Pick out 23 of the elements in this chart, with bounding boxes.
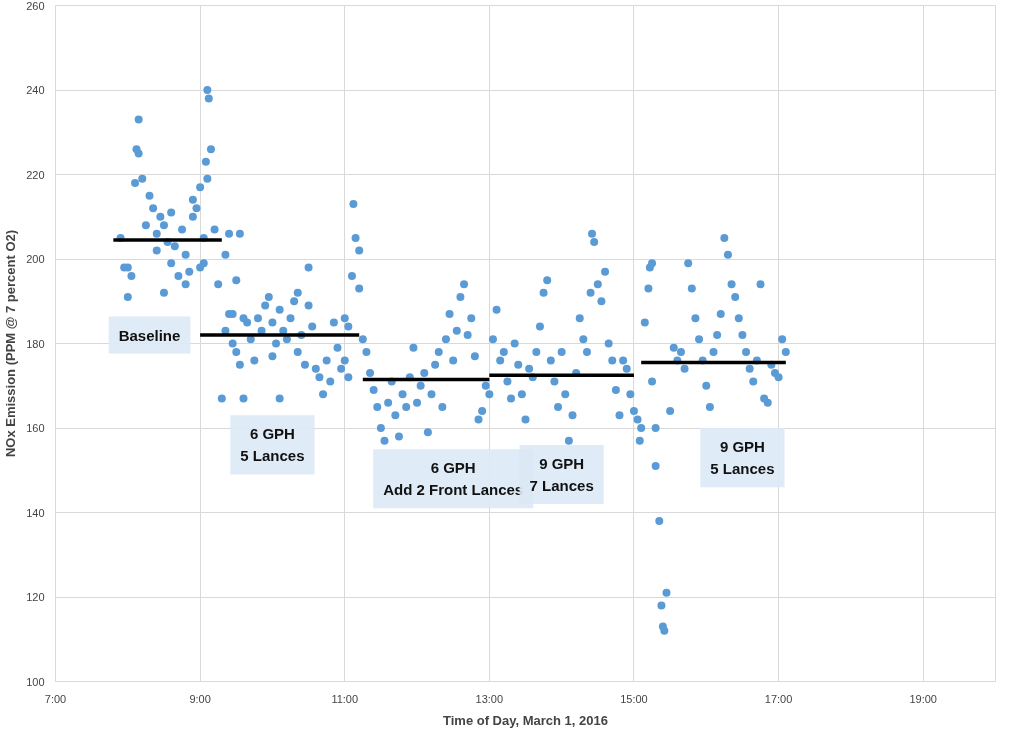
x-tick-label: 11:00: [331, 692, 359, 705]
annotation: 6 GPH Add 2 Front Lances: [383, 459, 524, 499]
x-tick-label: 9:00: [189, 692, 211, 705]
x-tick-label: 17:00: [764, 692, 793, 705]
x-tick-label: 15:00: [620, 692, 648, 705]
y-tick-label: 220: [26, 168, 45, 181]
x-tick-label: 7:00: [44, 692, 67, 705]
y-tick-label: 200: [26, 253, 45, 265]
x-axis-title: Time of Day, March 1, 2016: [443, 712, 608, 728]
y-tick-label: 140: [26, 506, 45, 519]
x-tick-label: 13:00: [475, 692, 504, 705]
y-tick-label: 260: [26, 0, 45, 12]
y-tick-label: 180: [26, 337, 45, 350]
annotation: 9 GPH 5 Lances: [710, 438, 775, 478]
annotation: 9 GPH 7 Lances: [529, 454, 594, 495]
y-tick-label: 240: [26, 84, 45, 96]
x-tick-label: 19:00: [909, 692, 937, 705]
annotation: Baseline: [118, 326, 181, 344]
y-tick-label: 100: [26, 675, 45, 688]
y-tick-label: 160: [26, 422, 45, 434]
y-axis-title: NOx Emission (PPM @ 7 percent O2): [3, 229, 19, 458]
y-tick-label: 120: [26, 591, 45, 603]
annotation: 6 GPH 5 Lances: [240, 425, 305, 465]
